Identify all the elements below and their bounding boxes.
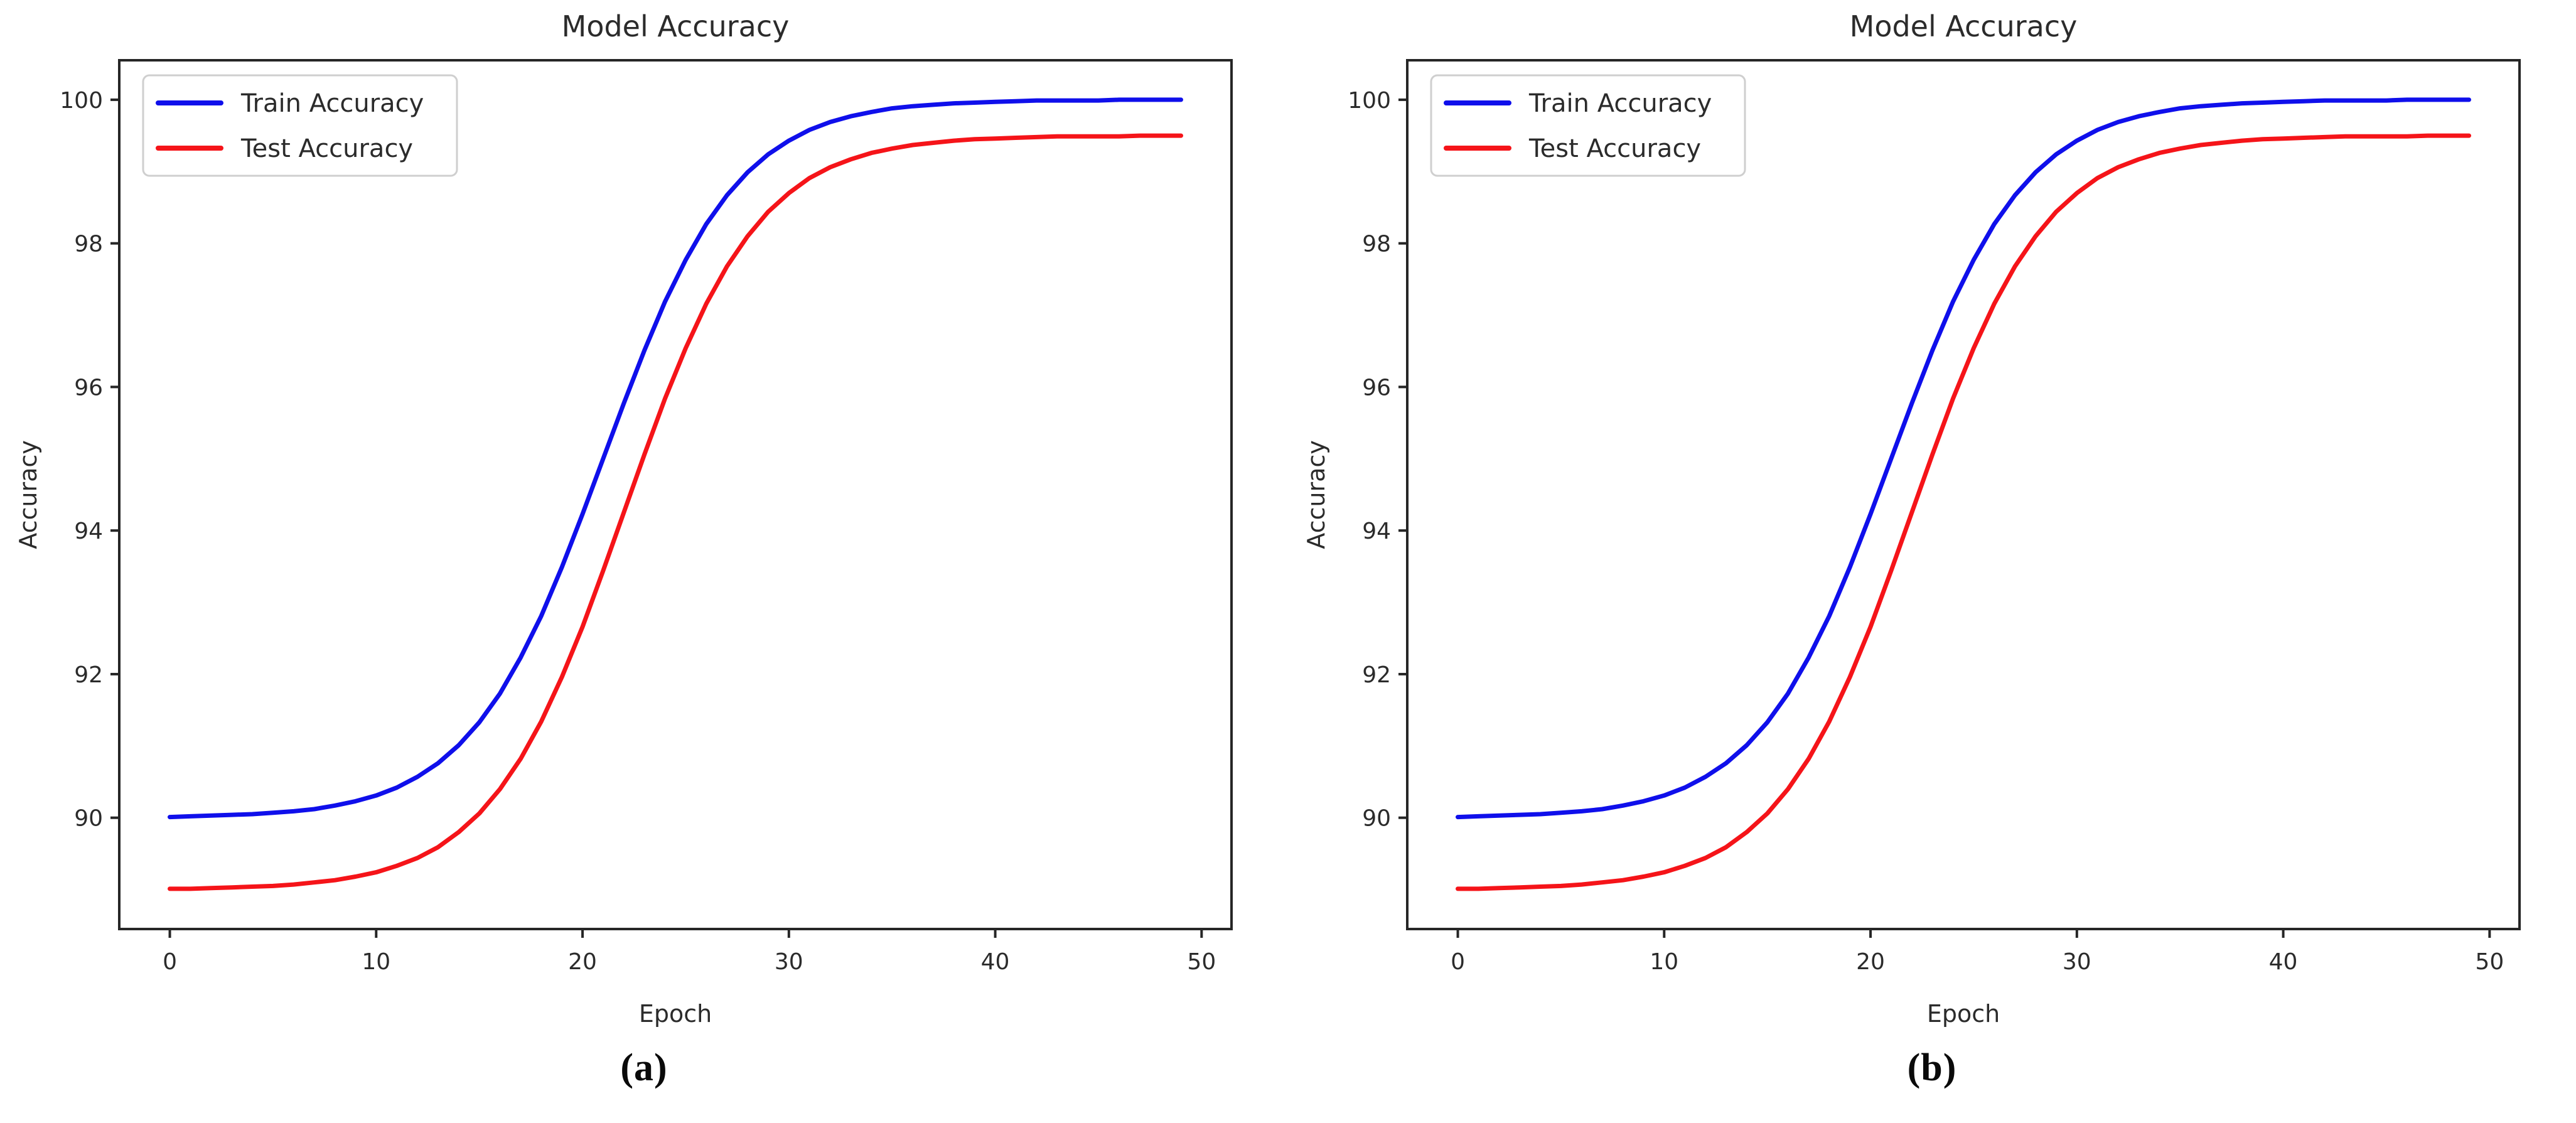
x-tick-label: 50 bbox=[1187, 949, 1216, 975]
x-axis-label: Epoch bbox=[639, 1000, 712, 1028]
axes-frame bbox=[1406, 59, 2521, 930]
x-tick-label: 40 bbox=[2269, 949, 2298, 975]
panel-b: Model Accuracy 0 10 20 30 40 50 90 92 94 96 98 100 Ep… bbox=[1288, 0, 2576, 1123]
y-tick-label: 98 bbox=[74, 232, 103, 257]
x-tick-label: 10 bbox=[362, 949, 390, 975]
x-tick-label: 20 bbox=[568, 949, 597, 975]
legend-box bbox=[1430, 74, 1746, 177]
x-tick-label: 40 bbox=[981, 949, 1010, 975]
y-axis-label: Accuracy bbox=[14, 440, 42, 549]
panel-a: Model Accuracy 0 10 20 30 40 50 90 92 94 96 98 100 Ep… bbox=[14, 9, 1233, 1089]
x-tick-label: 20 bbox=[1856, 949, 1885, 975]
y-tick-label: 94 bbox=[74, 519, 103, 544]
y-tick-label: 92 bbox=[74, 662, 103, 688]
y-tick-label: 94 bbox=[1362, 519, 1391, 544]
legend-box bbox=[142, 74, 458, 177]
x-tick-label: 50 bbox=[2475, 949, 2504, 975]
series-line-test-accuracy bbox=[168, 133, 1183, 891]
y-tick-label: 90 bbox=[74, 806, 103, 832]
series-line-test-accuracy bbox=[1456, 133, 2471, 891]
y-axis-label: Accuracy bbox=[1302, 440, 1330, 549]
x-tick-label: 0 bbox=[163, 949, 177, 975]
model-accuracy-chart-b: Model Accuracy 0 10 20 30 40 50 90 92 94 96 98 100 Ep… bbox=[1302, 9, 2521, 1028]
series-line-train-accuracy bbox=[168, 97, 1183, 820]
x-tick-label: 30 bbox=[2063, 949, 2091, 975]
caption-a: (a) bbox=[620, 1046, 668, 1089]
series-line-train-accuracy bbox=[1456, 97, 2471, 820]
y-tick-label: 100 bbox=[60, 88, 103, 114]
legend-label-test-accuracy: Test Accuracy bbox=[1528, 134, 1701, 163]
chart-title: Model Accuracy bbox=[1850, 9, 2078, 43]
caption-b: (b) bbox=[1907, 1046, 1957, 1089]
axes-frame bbox=[118, 59, 1233, 930]
x-tick-label: 0 bbox=[1451, 949, 1465, 975]
chart-title: Model Accuracy bbox=[562, 9, 790, 43]
x-axis-label: Epoch bbox=[1927, 1000, 2000, 1028]
legend-label-train-accuracy: Train Accuracy bbox=[240, 89, 424, 118]
y-tick-label: 92 bbox=[1362, 662, 1391, 688]
y-tick-label: 96 bbox=[74, 375, 103, 400]
y-tick-label: 98 bbox=[1362, 232, 1391, 257]
y-tick-label: 100 bbox=[1348, 88, 1391, 114]
model-accuracy-chart-a: Model Accuracy 0 10 20 30 40 50 90 92 94 96 98 100 Ep… bbox=[14, 9, 1233, 1028]
legend-label-train-accuracy: Train Accuracy bbox=[1528, 89, 1712, 118]
y-tick-label: 90 bbox=[1362, 806, 1391, 832]
x-tick-label: 10 bbox=[1650, 949, 1678, 975]
x-tick-label: 30 bbox=[775, 949, 803, 975]
legend-label-test-accuracy: Test Accuracy bbox=[240, 134, 413, 163]
y-tick-label: 96 bbox=[1362, 375, 1391, 400]
